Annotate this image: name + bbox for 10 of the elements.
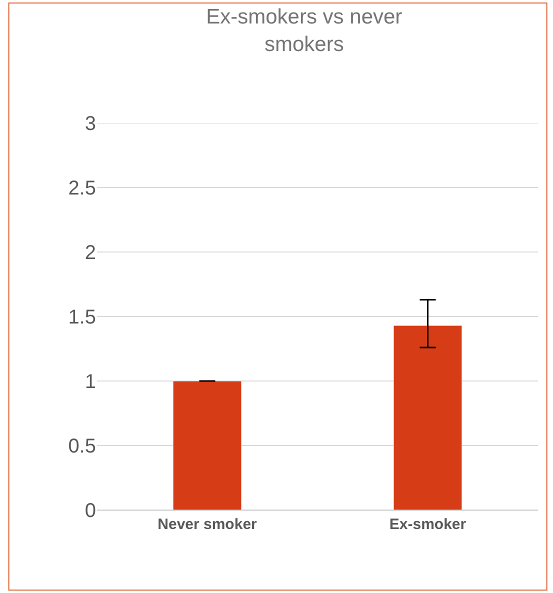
y-tick-label: 0 <box>84 500 96 522</box>
y-tick-label: 1 <box>84 371 96 393</box>
x-tick-label: Never smoker <box>158 516 258 533</box>
y-tick-label: 0.5 <box>68 436 96 458</box>
y-tick-label: 1.5 <box>68 306 96 328</box>
x-tick-label: Ex-smoker <box>389 516 466 533</box>
y-tick-label: 2.5 <box>68 178 96 200</box>
chart-title: Ex-smokers vs never smokers <box>206 6 402 56</box>
y-tick-label: 3 <box>84 113 96 135</box>
y-tick-label: 2 <box>84 242 96 264</box>
